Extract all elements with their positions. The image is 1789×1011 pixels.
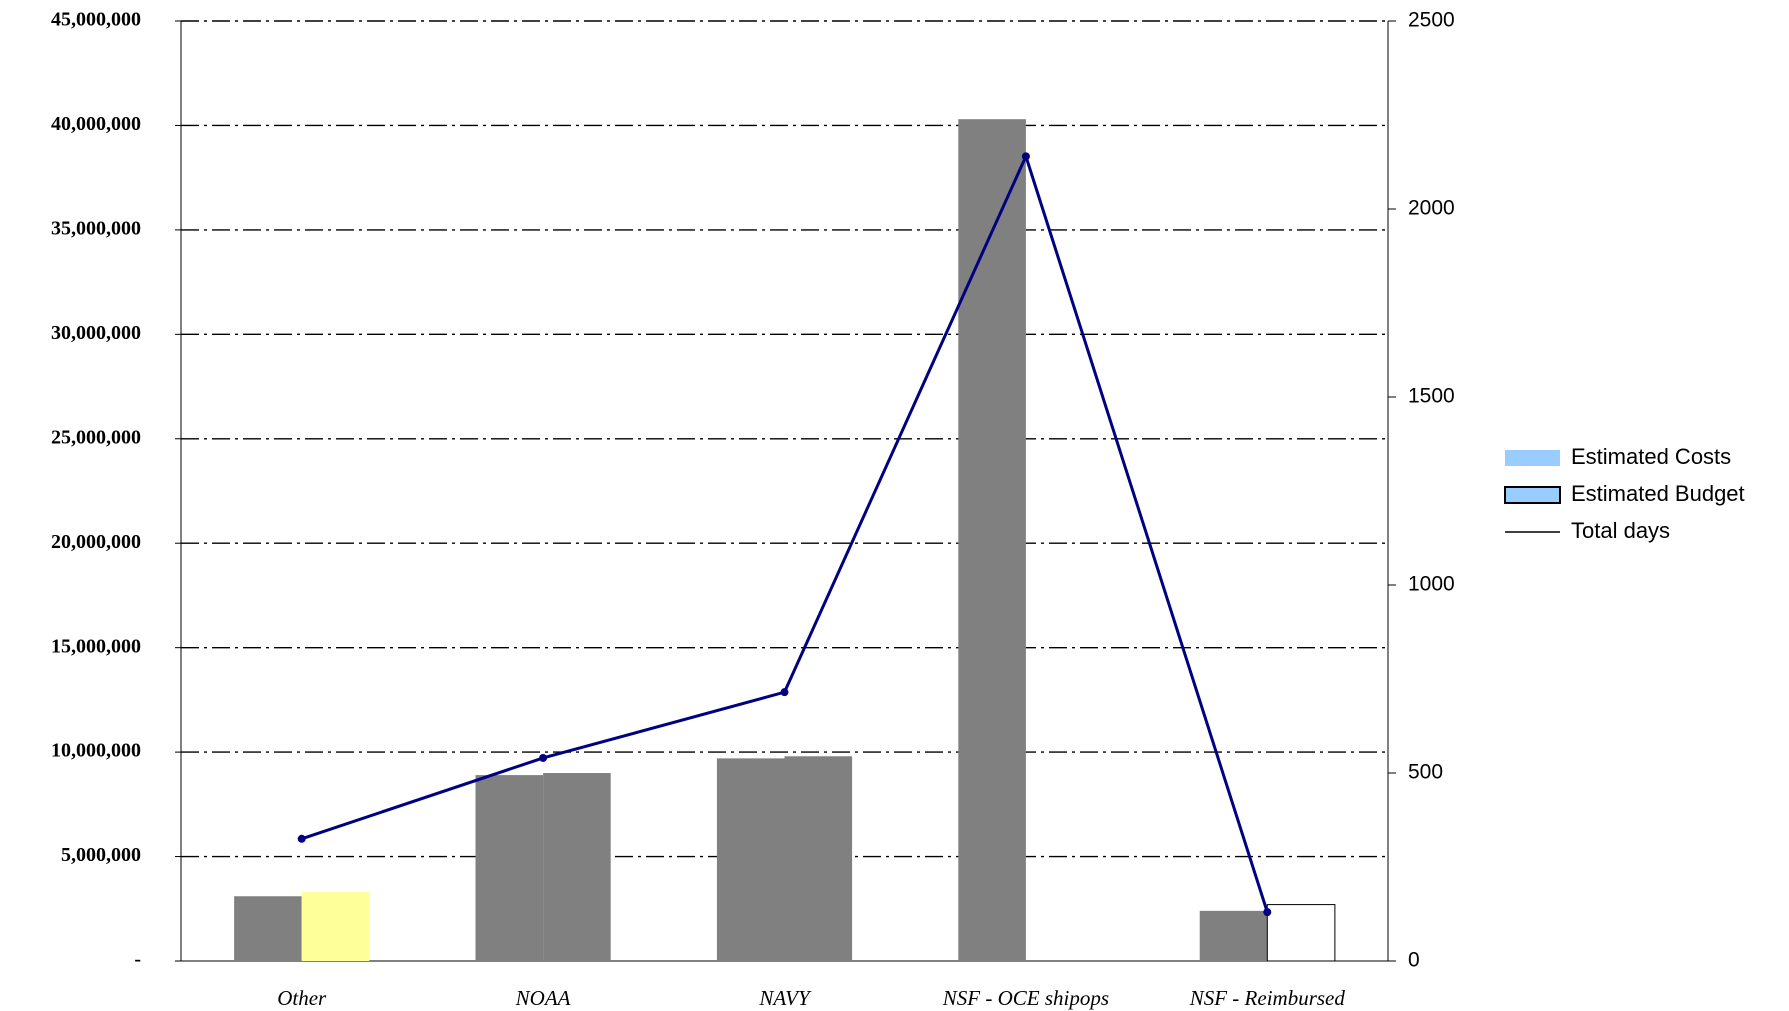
bar [784,756,853,961]
bar [716,758,785,961]
x-tick-label: NSF - Reimbursed [1189,986,1346,1010]
bar [1199,910,1268,961]
line-point [539,753,548,762]
line-point [1263,908,1272,917]
y2-tick-label: 0 [1408,949,1420,972]
line-point [1021,152,1030,161]
y-tick-label: 35,000,000 [51,217,141,239]
bar [234,896,302,961]
x-tick-label: NOAA [515,986,571,1010]
y-tick-label: 20,000,000 [51,531,141,553]
x-tick-label: Other [277,986,327,1010]
legend-swatch [1505,450,1560,466]
x-tick-label: NSF - OCE shipops [942,986,1109,1010]
line-point [297,834,306,843]
bar [301,892,370,961]
y2-tick-label: 2500 [1408,9,1455,32]
y-tick-label: 25,000,000 [51,426,141,448]
bar [475,775,544,961]
y-tick-label: 40,000,000 [51,113,141,135]
y2-tick-label: 500 [1408,761,1443,784]
legend-label: Estimated Costs [1571,444,1731,469]
y-tick-label: 5,000,000 [61,844,141,866]
line-point [780,688,789,697]
x-tick-label: NAVY [758,986,812,1010]
y2-tick-label: 2000 [1408,197,1455,220]
y2-tick-label: 1500 [1408,385,1455,408]
y2-tick-label: 1000 [1408,573,1455,596]
y-tick-label: 45,000,000 [51,9,141,31]
bar [543,773,611,961]
y-tick-label: 10,000,000 [51,740,141,762]
legend-label: Total days [1571,518,1670,543]
y-tick-label: - [134,949,141,971]
legend-label: Estimated Budget [1571,481,1745,506]
legend-swatch [1504,486,1561,504]
y-tick-label: 15,000,000 [51,635,141,657]
bar [1266,904,1336,962]
y-tick-label: 30,000,000 [51,322,141,344]
bar [958,119,1026,961]
